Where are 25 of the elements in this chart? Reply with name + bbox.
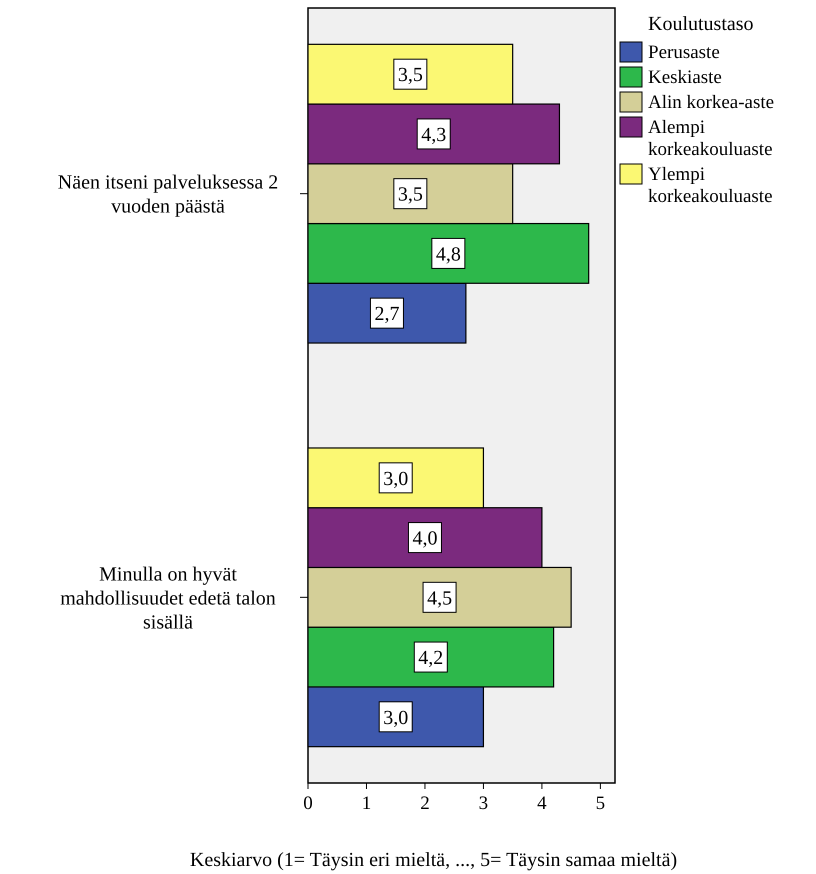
data-label: 4,2 [418,647,444,670]
data-label: 3,5 [398,184,423,206]
x-tick-label: 5 [596,793,606,814]
x-tick-label: 3 [478,793,488,814]
legend-label: Perusaste [648,42,720,63]
y-tick-label: Minulla on hyvät mahdollisuudet edetä talon sisällä [60,563,276,634]
x-axis-title: Keskiarvo (1= Täysin eri mieltä, ..., 5= Täysin samaa mieltä) [190,849,678,871]
x-tick-label: 4 [537,793,548,814]
legend-label: Alempi korkeakouluaste [648,117,773,160]
legend-label: Keskiaste [648,67,722,88]
legend-label: Alin korkea-aste [648,92,774,113]
data-label: 4,8 [436,243,461,266]
data-label: 4,3 [421,124,446,146]
data-label: 3,0 [383,706,408,729]
x-tick-label: 1 [362,793,372,814]
data-label: 3,0 [383,468,408,490]
data-label: 2,7 [374,303,400,326]
x-tick-label: 0 [303,793,313,814]
legend-title: Koulutustaso [648,13,754,35]
data-label: 4,0 [412,528,438,550]
x-tick-label: 2 [420,793,430,814]
data-label: 4,5 [427,587,452,610]
y-tick-label: Näen itseni palveluksessa 2 vuoden päästä [58,172,278,218]
data-label: 3,5 [398,64,423,86]
legend-label: Ylempi korkeakouluaste [648,164,773,207]
